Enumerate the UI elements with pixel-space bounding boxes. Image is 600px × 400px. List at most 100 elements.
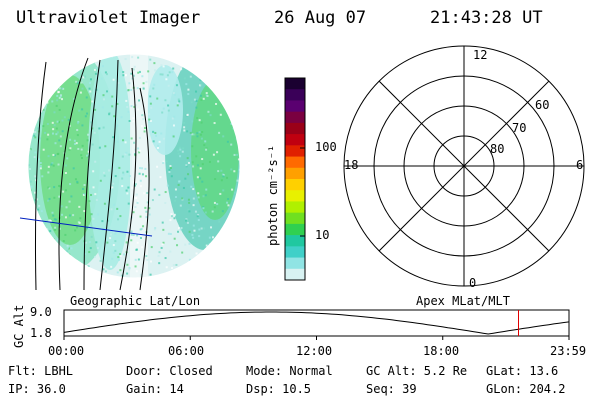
image-speckle (199, 84, 202, 87)
image-speckle (53, 154, 56, 157)
image-speckle (189, 75, 192, 78)
colorbar-swatch (285, 223, 305, 236)
image-speckle (98, 146, 101, 149)
image-speckle (64, 233, 67, 236)
image-speckle (56, 94, 59, 97)
image-speckle (144, 206, 147, 209)
image-speckle (213, 201, 216, 204)
image-speckle (102, 268, 105, 271)
image-speckle (162, 160, 165, 163)
image-speckle (181, 275, 184, 278)
image-speckle (143, 130, 146, 133)
seq-info: Seq: 39 (366, 382, 417, 396)
image-speckle (174, 199, 177, 202)
image-speckle (177, 149, 180, 152)
image-speckle (58, 96, 61, 99)
image-speckle (59, 249, 62, 252)
image-speckle (41, 60, 44, 63)
image-speckle (85, 54, 88, 57)
image-speckle (180, 276, 183, 278)
image-speckle (168, 168, 171, 171)
image-speckle (46, 90, 49, 93)
image-speckle (93, 68, 96, 71)
image-speckle (143, 127, 146, 130)
image-speckle (176, 244, 179, 247)
image-speckle (194, 63, 197, 66)
image-speckle (176, 102, 179, 105)
image-speckle (160, 246, 163, 249)
image-speckle (136, 201, 139, 204)
image-speckle (137, 147, 140, 150)
image-speckle (216, 151, 219, 154)
image-speckle (76, 134, 79, 137)
image-speckle (227, 198, 230, 201)
image-speckle (61, 130, 64, 133)
image-speckle (188, 210, 191, 213)
image-speckle (145, 210, 148, 213)
image-speckle (62, 87, 65, 90)
image-speckle (130, 239, 133, 242)
image-speckle (80, 148, 83, 151)
gc-alt-info: GC Alt: 5.2 Re (366, 364, 468, 378)
image-speckle (58, 121, 61, 124)
mlt-label-18: 18 (344, 158, 359, 172)
image-speckle (172, 92, 175, 95)
image-speckle (47, 171, 50, 174)
colorbar-swatch (285, 268, 305, 281)
image-speckle (57, 90, 60, 93)
image-speckle (50, 163, 53, 166)
image-speckle (164, 257, 167, 260)
image-speckle (210, 226, 213, 229)
image-speckle (56, 255, 59, 258)
orbit-ylabel: GC Alt (12, 304, 26, 348)
image-speckle (51, 100, 54, 103)
image-speckle (127, 89, 130, 92)
image-speckle (33, 102, 36, 105)
image-speckle (83, 183, 86, 186)
image-speckle (198, 235, 201, 238)
image-speckle (122, 173, 125, 176)
image-speckle (159, 73, 162, 76)
image-speckle (52, 164, 55, 167)
image-speckle (62, 75, 65, 78)
image-speckle (181, 150, 184, 153)
image-speckle (148, 118, 151, 121)
image-speckle (84, 58, 87, 61)
image-speckle (186, 114, 189, 117)
image-speckle (54, 226, 57, 229)
image-speckle (232, 239, 235, 242)
image-speckle (36, 82, 39, 85)
image-speckle (146, 191, 149, 194)
image-speckle (185, 83, 188, 86)
image-speckle (106, 241, 109, 244)
image-speckle (130, 105, 133, 108)
image-speckle (161, 243, 164, 246)
image-speckle (214, 251, 217, 254)
image-speckle (186, 130, 189, 133)
image-speckle (112, 182, 115, 185)
image-speckle (111, 105, 114, 108)
image-speckle (28, 164, 31, 167)
image-speckle (119, 253, 122, 256)
image-speckle (105, 73, 108, 76)
image-speckle (69, 147, 72, 150)
image-speckle (239, 213, 240, 216)
image-speckle (74, 178, 77, 181)
image-speckle (141, 75, 144, 78)
image-speckle (40, 254, 43, 257)
image-speckle (196, 176, 199, 179)
image-speckle (41, 175, 44, 178)
image-speckle (102, 126, 105, 129)
image-speckle (137, 258, 140, 261)
image-speckle (85, 241, 88, 244)
image-speckle (140, 125, 143, 128)
image-speckle (121, 177, 124, 180)
image-speckle (195, 252, 198, 255)
orbit-xtick-2359: 23:59 (550, 344, 587, 358)
image-speckle (88, 251, 91, 254)
image-speckle (81, 108, 84, 111)
image-speckle (66, 54, 69, 57)
colorbar-swatch (285, 134, 305, 146)
image-speckle (117, 218, 120, 221)
image-speckle (231, 188, 234, 191)
